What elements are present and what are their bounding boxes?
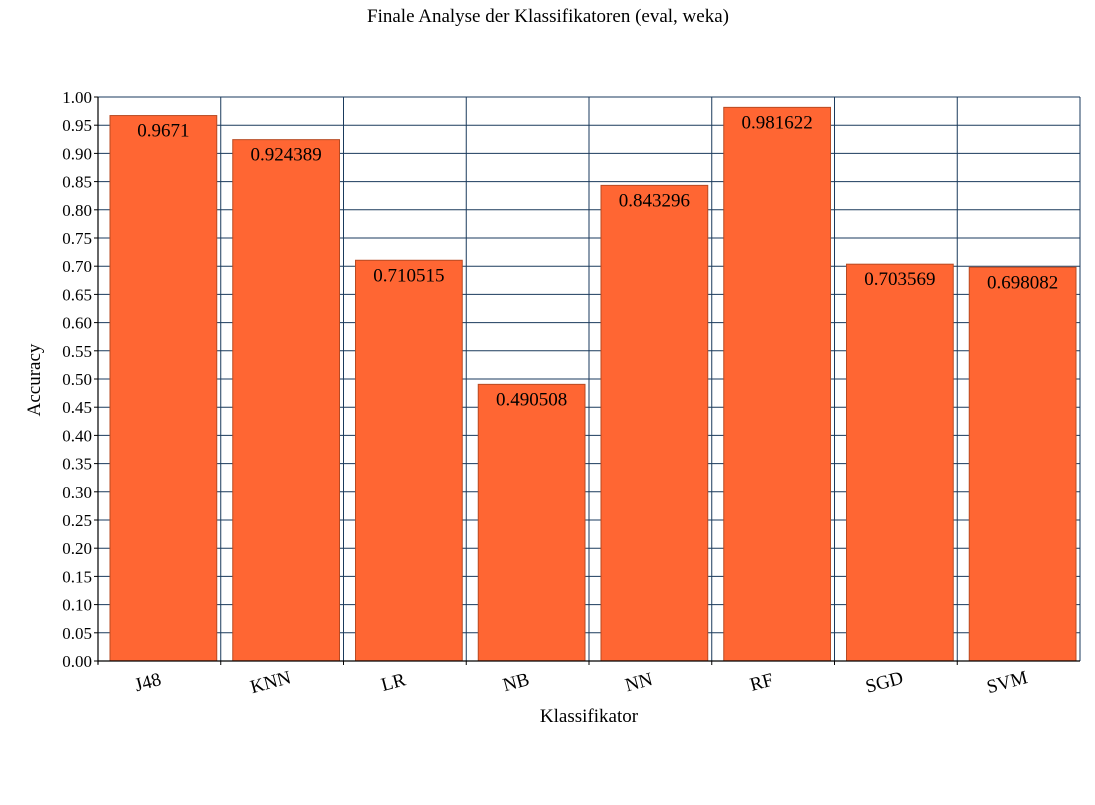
- bar-knn: [232, 139, 340, 662]
- y-tick-label: 0.50: [62, 370, 92, 389]
- value-label-nn: 0.843296: [619, 190, 690, 211]
- y-tick-label: 0.05: [62, 624, 92, 643]
- y-axis-label: Accuracy: [24, 343, 45, 416]
- bar-lr: [355, 259, 463, 662]
- y-tick-label: 0.30: [62, 483, 92, 502]
- y-tick-label: 0.65: [62, 285, 92, 304]
- y-tick-label: 0.75: [62, 229, 92, 248]
- bar-j48: [109, 115, 218, 662]
- value-label-rf: 0.981622: [742, 112, 813, 133]
- y-tick-label: 0.55: [62, 342, 92, 361]
- value-label-knn: 0.924389: [251, 145, 322, 166]
- x-tick-label-rf: RF: [748, 670, 776, 696]
- chart-title: Finale Analyse der Klassifikatoren (eval…: [367, 6, 729, 27]
- axes: 0.00 0.05 0.10 0.15 0.20 0.25 0.30 0.35 0.40 0.45…: [62, 88, 1080, 698]
- x-tick-label-nb: NB: [501, 669, 532, 696]
- bar-rf: [723, 106, 831, 662]
- y-tick-label: 1.00: [62, 88, 92, 107]
- x-tick-label-lr: LR: [379, 669, 408, 696]
- y-tick-label: 0.70: [62, 257, 92, 276]
- y-tick-label: 0.95: [62, 116, 92, 135]
- x-tick-label-j48: J48: [132, 669, 163, 696]
- x-tick-label-sgd: SGD: [863, 668, 905, 698]
- y-tick-label: 0.85: [62, 173, 92, 192]
- y-tick-label: 0.15: [62, 567, 92, 586]
- y-tick-label: 0.20: [62, 539, 92, 558]
- y-tick-label: 0.60: [62, 314, 92, 333]
- y-tick-label: 0.25: [62, 511, 92, 530]
- value-label-j48: 0.9671: [137, 121, 189, 142]
- y-tick-label: 0.10: [62, 596, 92, 615]
- x-tick-label-nn: NN: [623, 669, 655, 696]
- y-tick-label: 0.45: [62, 398, 92, 417]
- value-label-svm: 0.698082: [987, 272, 1058, 293]
- y-tick-label: 0.80: [62, 201, 92, 220]
- y-tick-label: 0.00: [62, 652, 92, 671]
- bar-svm: [968, 266, 1077, 662]
- y-tick-label: 0.40: [62, 426, 92, 445]
- bar-sgd: [846, 263, 954, 662]
- bar-nn: [600, 184, 709, 662]
- bar-nb: [477, 383, 586, 662]
- y-tick-label: 0.90: [62, 144, 92, 163]
- value-label-nb: 0.490508: [496, 389, 567, 410]
- x-tick-label-knn: KNN: [248, 667, 293, 698]
- value-label-lr: 0.710515: [373, 265, 444, 286]
- value-label-sgd: 0.703569: [864, 269, 935, 290]
- y-tick-label: 0.35: [62, 455, 92, 474]
- x-tick-label-svm: SVM: [985, 667, 1030, 698]
- x-axis-label: Klassifikator: [540, 706, 639, 727]
- bars: 0.9671 0.924389 0.710515 0.490508 0.843296 0.…: [109, 106, 1077, 662]
